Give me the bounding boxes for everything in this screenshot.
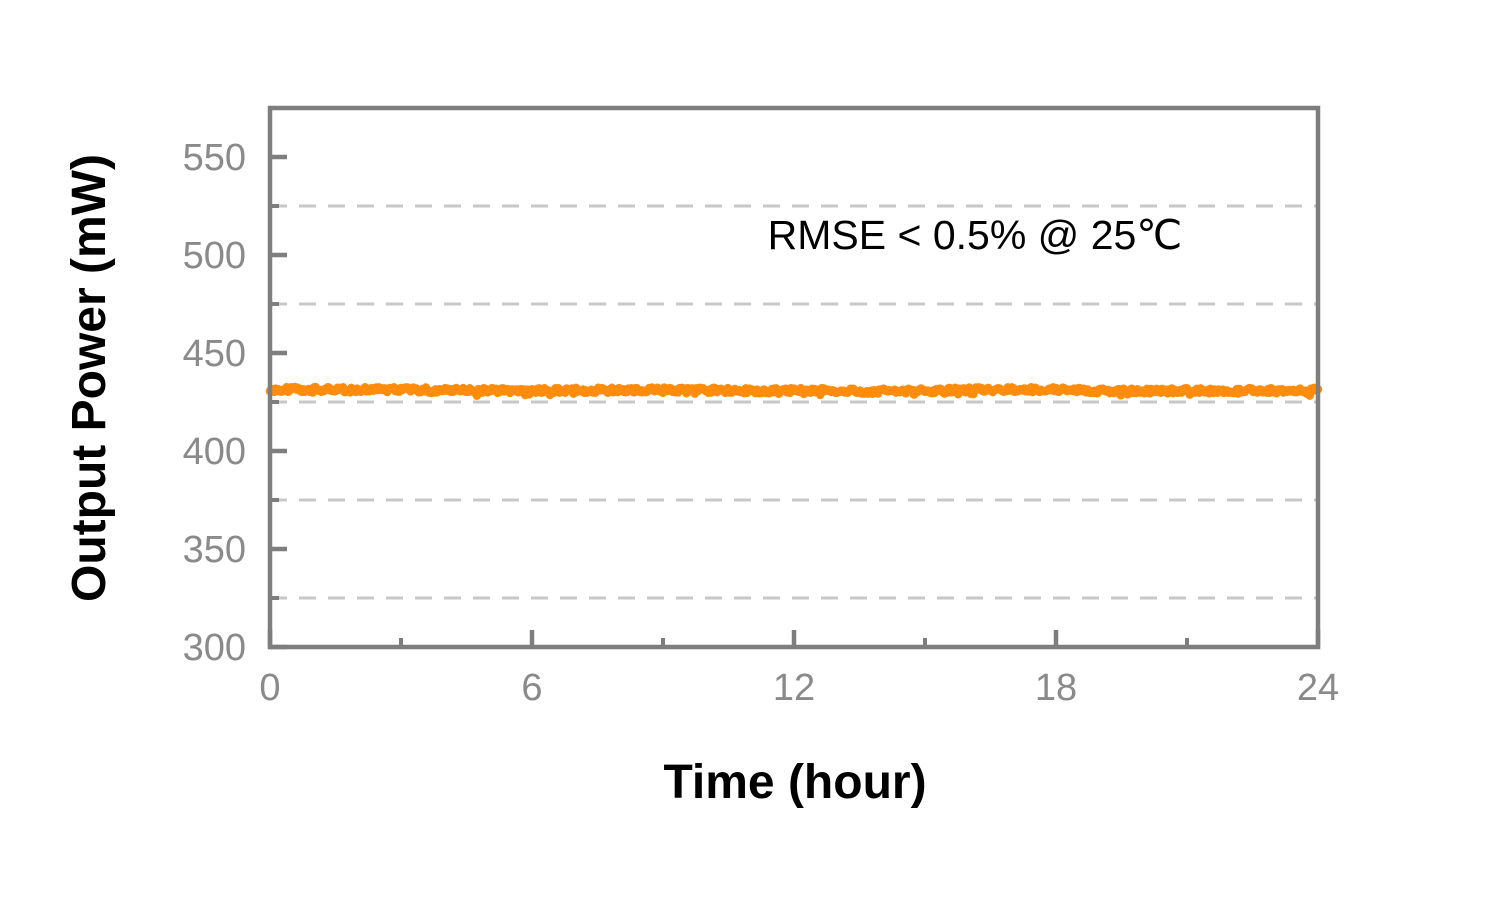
- gridlines: [270, 204, 1318, 600]
- y-axis-title: Output Power (mW): [63, 154, 116, 602]
- y-tick-label-400: 400: [183, 431, 246, 473]
- plot-frame: [267, 105, 1321, 650]
- x-tick-label-24: 24: [1297, 667, 1339, 709]
- annotation-rmse: RMSE < 0.5% @ 25℃: [768, 212, 1183, 258]
- output-power-line: [265, 382, 1323, 400]
- x-axis-title: Time (hour): [663, 756, 926, 809]
- y-tick-label-350: 350: [183, 529, 246, 571]
- y-tick-label-450: 450: [183, 333, 246, 375]
- x-tick-label-12: 12: [773, 667, 815, 709]
- y-tick-label-550: 550: [183, 137, 246, 179]
- y-tick-label-300: 300: [183, 627, 246, 669]
- x-tick-label-6: 6: [521, 667, 542, 709]
- tick-labels: 300 350 400 450 500 550 0 6 12 18 24: [183, 137, 1340, 709]
- x-tick-label-0: 0: [259, 667, 280, 709]
- y-tick-label-500: 500: [183, 235, 246, 277]
- axis-ticks: [267, 154, 1321, 650]
- x-tick-label-18: 18: [1035, 667, 1077, 709]
